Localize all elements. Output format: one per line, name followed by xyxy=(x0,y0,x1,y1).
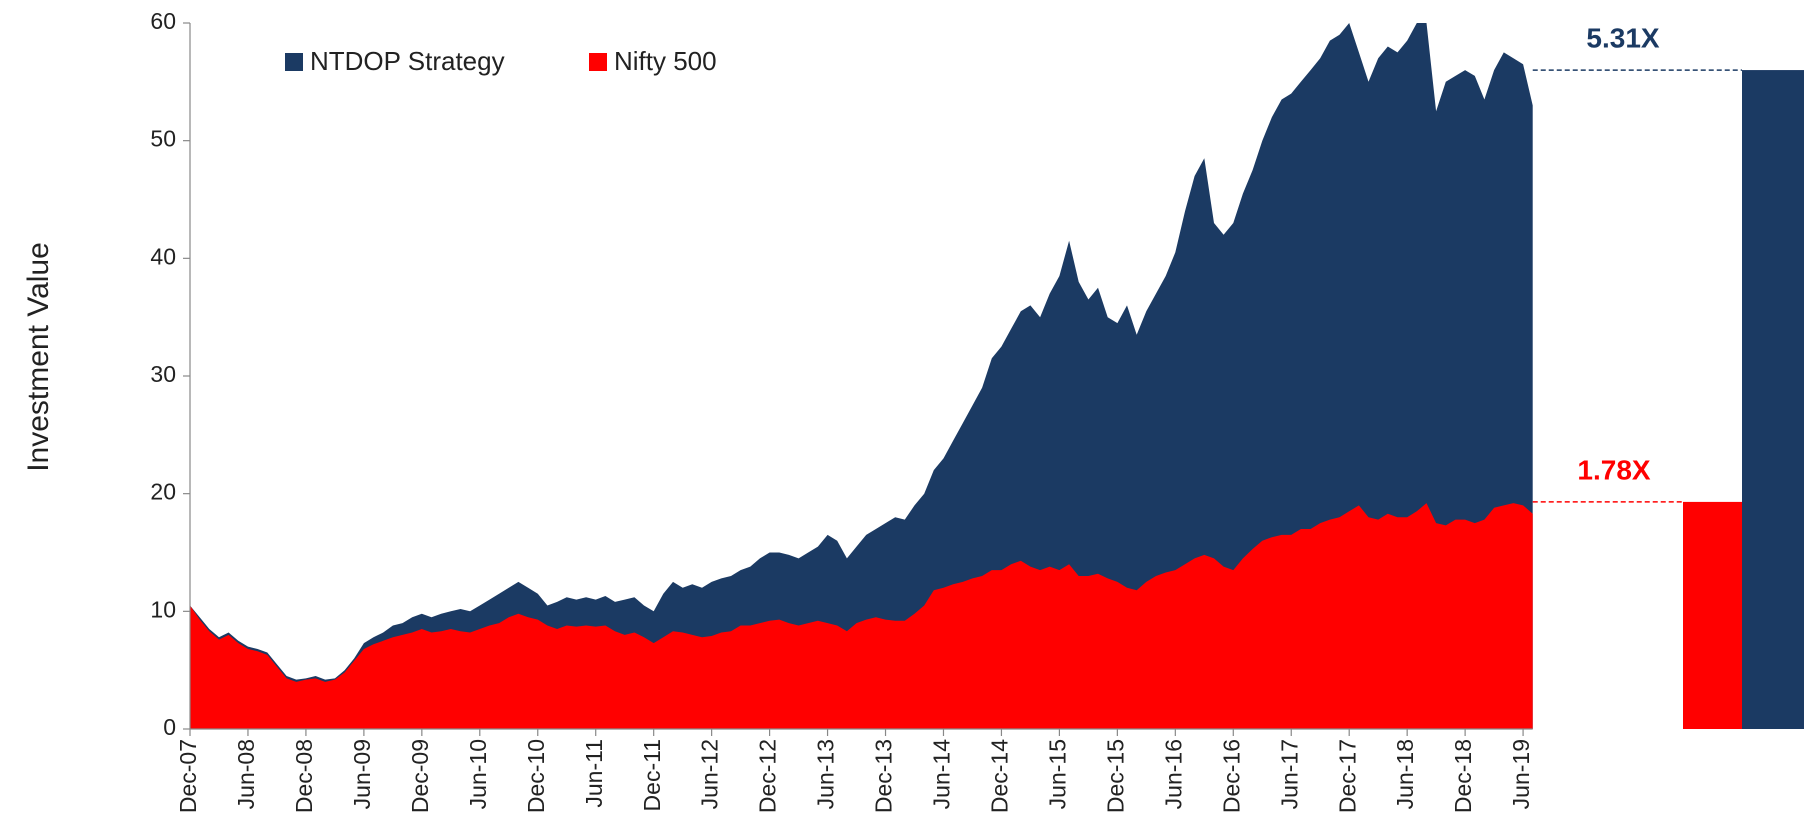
x-tick-label: Dec-12 xyxy=(755,739,781,813)
x-tick-label: Dec-18 xyxy=(1450,739,1476,813)
x-tick-label: Dec-13 xyxy=(871,739,897,813)
y-tick-label: 30 xyxy=(150,361,176,387)
y-tick-label: 50 xyxy=(150,126,176,152)
x-tick-label: Jun-18 xyxy=(1392,739,1418,809)
y-tick-label: 60 xyxy=(150,8,176,34)
x-tick-label: Jun-14 xyxy=(929,739,955,810)
x-tick-label: Dec-15 xyxy=(1102,739,1128,813)
y-axis-label: Investment Value xyxy=(22,242,55,472)
x-tick-label: Jun-19 xyxy=(1508,739,1534,809)
x-tick-label: Dec-09 xyxy=(407,739,433,813)
x-tick-label: Jun-15 xyxy=(1044,739,1070,809)
annotation: 1.78X xyxy=(1577,454,1650,485)
legend-label: Nifty 500 xyxy=(614,46,717,76)
x-tick-label: Dec-10 xyxy=(523,739,549,813)
area xyxy=(190,23,1533,729)
x-tick-label: Jun-08 xyxy=(233,739,259,809)
x-tick-label: Jun-17 xyxy=(1276,739,1302,809)
x-tick-label: Dec-16 xyxy=(1218,739,1244,813)
x-tick-label: Dec-14 xyxy=(987,739,1013,813)
x-tick-label: Dec-07 xyxy=(175,739,201,813)
y-tick-label: 20 xyxy=(150,479,176,505)
x-tick-label: Jun-13 xyxy=(813,739,839,809)
y-tick-label: 10 xyxy=(150,596,176,622)
annotation: 5.31X xyxy=(1586,22,1659,53)
end-bar xyxy=(1742,70,1804,730)
y-tick-label: 0 xyxy=(163,714,176,740)
x-tick-label: Dec-08 xyxy=(291,739,317,813)
legend-label: NTDOP Strategy xyxy=(310,46,505,76)
end-bar xyxy=(1683,501,1742,729)
x-tick-label: Jun-09 xyxy=(349,739,375,809)
area xyxy=(190,503,1533,729)
x-tick-label: Jun-12 xyxy=(697,739,723,809)
x-tick-label: Jun-11 xyxy=(581,739,607,808)
x-tick-label: Jun-16 xyxy=(1160,739,1186,809)
x-tick-label: Jun-10 xyxy=(465,739,491,809)
legend-swatch xyxy=(285,53,303,71)
y-tick-label: 40 xyxy=(150,243,176,269)
x-tick-label: Dec-11 xyxy=(639,739,665,811)
x-tick-label: Dec-17 xyxy=(1334,739,1360,813)
legend-swatch xyxy=(589,53,607,71)
